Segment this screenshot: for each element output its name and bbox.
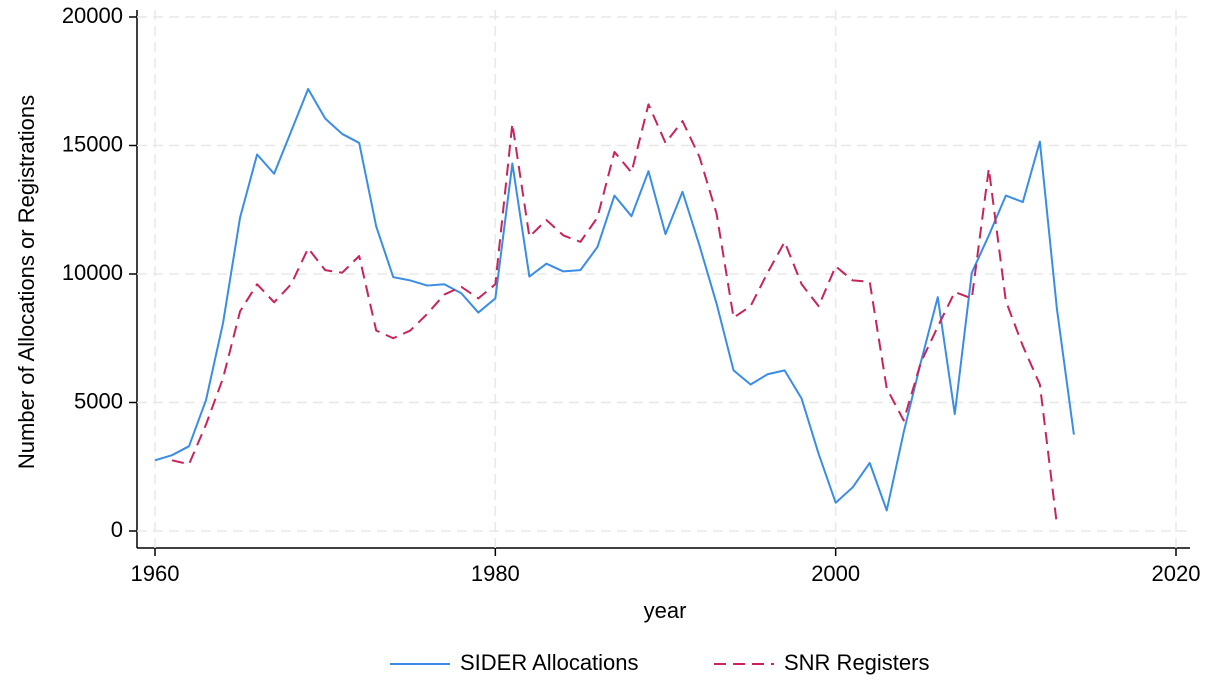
- x-tick-label: 1980: [471, 561, 520, 586]
- x-axis-label: year: [644, 598, 687, 623]
- y-tick-label: 0: [111, 517, 123, 542]
- x-tick-label: 1960: [131, 561, 180, 586]
- legend-label: SIDER Allocations: [460, 650, 639, 675]
- y-tick-label: 15000: [62, 131, 123, 156]
- x-tick-label: 2000: [811, 561, 860, 586]
- legend-label: SNR Registers: [784, 650, 929, 675]
- y-tick-label: 20000: [62, 3, 123, 28]
- series-line: [154, 87, 1075, 512]
- y-tick-label: 10000: [62, 260, 123, 285]
- y-axis-label: Number of Allocations or Registrations: [14, 95, 39, 469]
- x-tick-label: 2020: [1152, 561, 1201, 586]
- series-line: [171, 103, 1058, 525]
- y-tick-label: 5000: [74, 388, 123, 413]
